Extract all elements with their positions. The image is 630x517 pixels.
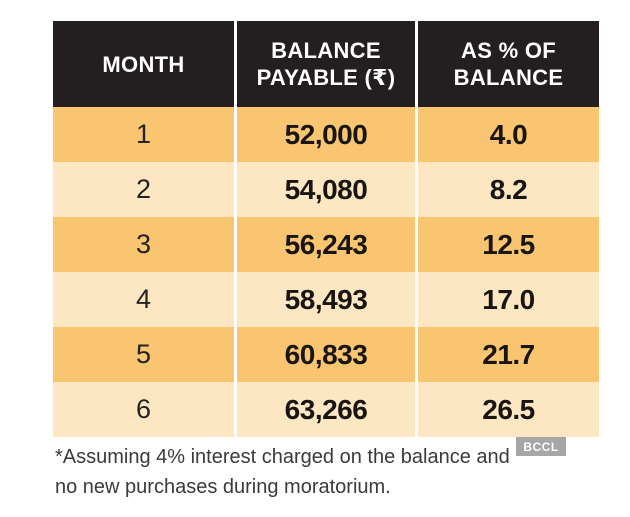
column-header-balance: BALANCE PAYABLE (₹): [237, 21, 415, 107]
table-row: 4 58,493 17.0: [53, 272, 599, 327]
balance-cell: 58,493: [237, 272, 415, 327]
balance-cell: 63,266: [237, 382, 415, 437]
month-cell: 5: [53, 327, 234, 382]
percent-cell: 17.0: [418, 272, 599, 327]
table-row: 3 56,243 12.5: [53, 217, 599, 272]
column-header-month: MONTH: [53, 21, 234, 107]
table-row: 6 63,266 26.5: [53, 382, 599, 437]
column-header-percent: AS % OF BALANCE: [418, 21, 599, 107]
month-cell: 2: [53, 162, 234, 217]
table-row: 2 54,080 8.2: [53, 162, 599, 217]
balance-cell: 56,243: [237, 217, 415, 272]
balance-cell: 60,833: [237, 327, 415, 382]
table-header: MONTH BALANCE PAYABLE (₹) AS % OF BALANC…: [53, 21, 599, 107]
month-cell: 3: [53, 217, 234, 272]
percent-cell: 21.7: [418, 327, 599, 382]
percent-cell: 8.2: [418, 162, 599, 217]
table-row: 5 60,833 21.7: [53, 327, 599, 382]
percent-cell: 26.5: [418, 382, 599, 437]
percent-cell: 4.0: [418, 107, 599, 162]
balance-cell: 54,080: [237, 162, 415, 217]
footnote: *Assuming 4% interest charged on the bal…: [55, 446, 510, 498]
table-row: 1 52,000 4.0: [53, 107, 599, 162]
interest-table: MONTH BALANCE PAYABLE (₹) AS % OF BALANC…: [53, 21, 599, 437]
month-cell: 4: [53, 272, 234, 327]
month-cell: 6: [53, 382, 234, 437]
bccl-watermark-badge: BCCL: [516, 437, 566, 456]
balance-cell: 52,000: [237, 107, 415, 162]
percent-cell: 12.5: [418, 217, 599, 272]
month-cell: 1: [53, 107, 234, 162]
